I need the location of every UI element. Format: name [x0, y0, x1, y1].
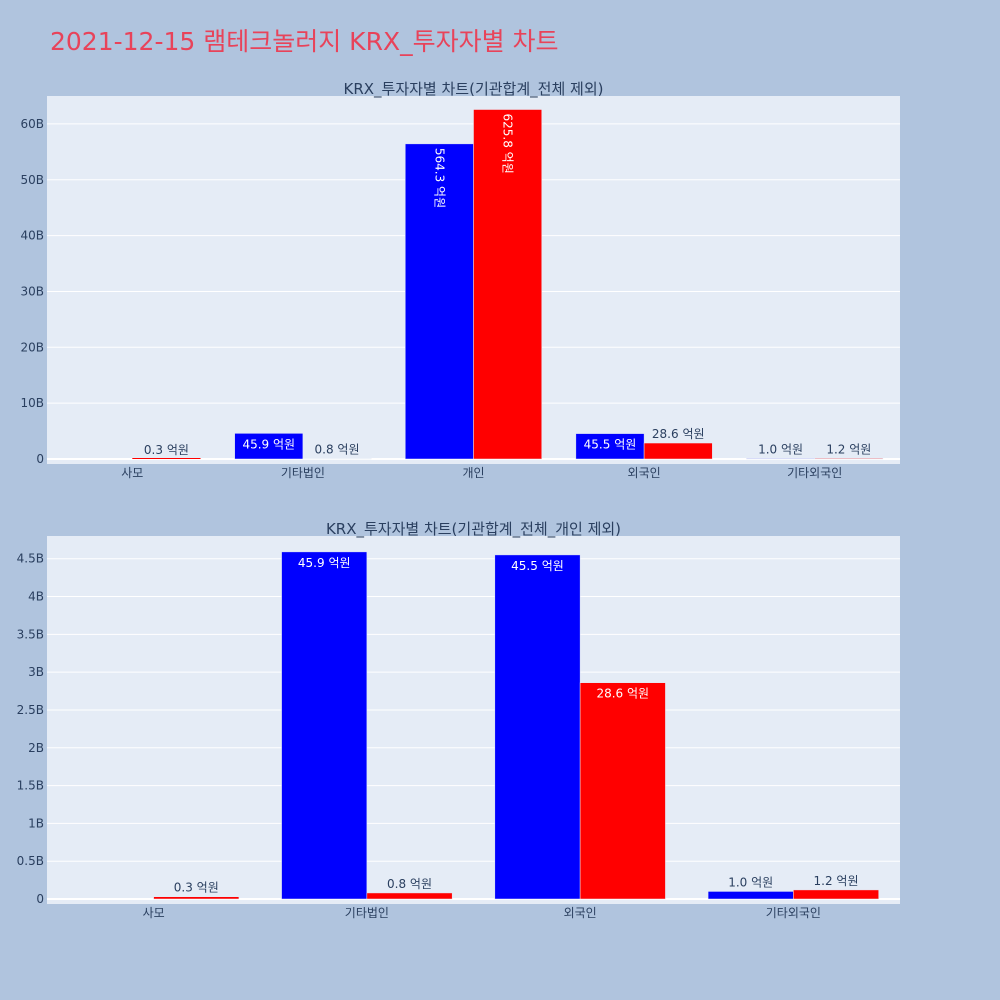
y-tick-label: 60B — [20, 117, 44, 131]
y-tick-label: 1.5B — [17, 779, 44, 793]
data-label: 28.6 억원 — [596, 687, 649, 701]
data-label: 0.3 억원 — [174, 881, 219, 895]
bar[interactable] — [132, 458, 201, 459]
chart-1: KRX_투자자별 차트(기관합계_전체 제외) 0 10B 20B 30B 40B 50B 6… — [20, 80, 900, 480]
chart-title: KRX_투자자별 차트(기관합계_전체_개인 제외) — [326, 520, 621, 539]
x-tick-label: 외국인 — [628, 466, 661, 480]
y-tick-label: 30B — [20, 284, 44, 298]
page-title: 2021-12-15 램테크놀러지 KRX_투자자별 차트 — [50, 27, 559, 56]
data-label: 0.3 억원 — [144, 443, 189, 457]
data-label: 45.9 억원 — [298, 556, 351, 570]
data-label: 45.5 억원 — [584, 438, 637, 452]
bar[interactable] — [366, 892, 453, 900]
data-label: 625.8 억원 — [501, 114, 515, 174]
bar[interactable] — [746, 458, 815, 460]
bar[interactable] — [579, 682, 666, 900]
bar[interactable] — [494, 554, 581, 900]
data-label: 1.2 억원 — [814, 874, 859, 888]
bar[interactable] — [405, 143, 474, 460]
data-label: 45.9 억원 — [242, 437, 295, 451]
y-tick-label: 4B — [28, 590, 44, 604]
data-label: 45.5 억원 — [511, 559, 564, 573]
bar[interactable] — [473, 109, 542, 460]
plot-background — [47, 536, 900, 904]
y-tick-label: 3.5B — [17, 627, 44, 641]
x-tick-label: 기타외국인 — [766, 906, 821, 920]
bar[interactable] — [234, 433, 304, 460]
data-label: 1.0 억원 — [758, 442, 803, 456]
bar[interactable] — [814, 458, 884, 460]
data-label: 564.3 억원 — [432, 148, 446, 208]
data-label: 0.8 억원 — [387, 877, 432, 891]
y-tick-label: 10B — [20, 396, 44, 410]
data-label: 1.2 억원 — [826, 442, 871, 456]
bar[interactable] — [153, 896, 240, 900]
bar[interactable] — [575, 433, 645, 460]
bar[interactable] — [793, 889, 879, 900]
y-tick-label: 2.5B — [17, 703, 44, 717]
bar[interactable] — [281, 551, 368, 900]
data-label: 0.8 억원 — [315, 443, 360, 457]
y-tick-label: 0 — [36, 892, 44, 906]
y-tick-label: 3B — [28, 665, 44, 679]
y-tick-label: 4.5B — [17, 552, 44, 566]
y-tick-label: 50B — [20, 173, 44, 187]
data-label: 28.6 억원 — [652, 427, 705, 441]
y-tick-label: 2B — [28, 741, 44, 755]
x-tick-label: 기타외국인 — [787, 466, 842, 480]
y-tick-label: 0.5B — [17, 854, 44, 868]
x-tick-label: 외국인 — [564, 906, 597, 920]
chart-2: KRX_투자자별 차트(기관합계_전체_개인 제외) 0 0.5B 1B 1.5B 2B 2… — [17, 520, 900, 920]
bar[interactable] — [707, 891, 794, 900]
y-tick-label: 1B — [28, 816, 44, 830]
y-tick-label: 40B — [20, 229, 44, 243]
data-label: 1.0 억원 — [728, 875, 773, 889]
y-tick-label: 20B — [20, 340, 44, 354]
x-tick-label: 개인 — [462, 466, 484, 480]
x-tick-label: 사모 — [143, 906, 165, 920]
bar[interactable] — [643, 442, 713, 460]
x-tick-label: 기타법인 — [345, 906, 389, 920]
y-tick-label: 0 — [36, 452, 44, 466]
x-tick-label: 사모 — [121, 466, 143, 480]
x-tick-label: 기타법인 — [281, 466, 325, 480]
chart-title: KRX_투자자별 차트(기관합계_전체 제외) — [344, 80, 604, 99]
